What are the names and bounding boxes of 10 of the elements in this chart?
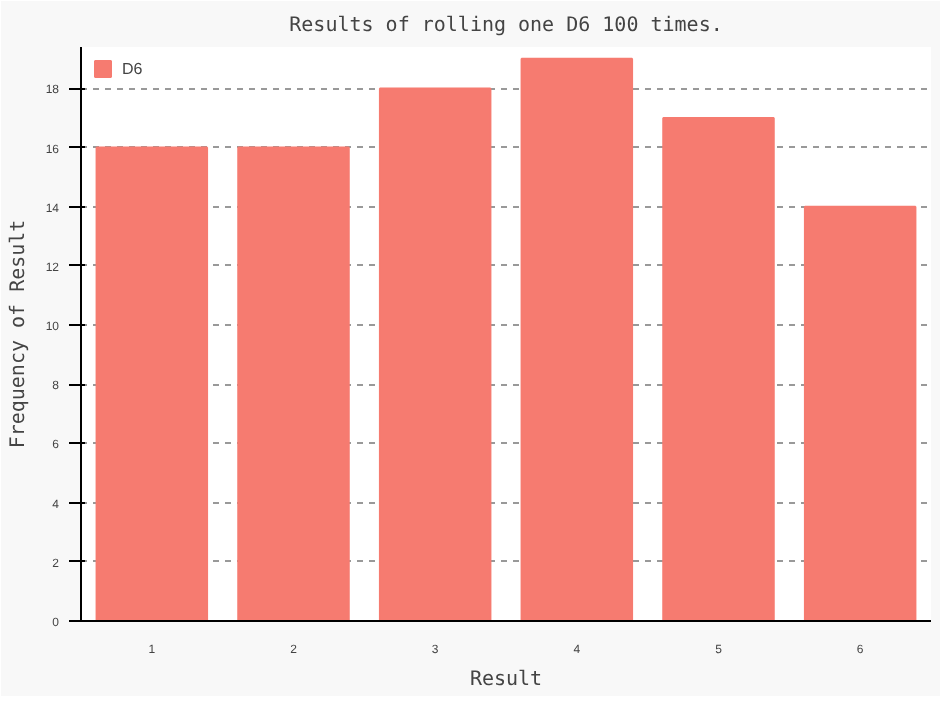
x-axis-title: Result — [469, 669, 543, 691]
bar — [803, 205, 917, 621]
legend-label: D6 — [122, 59, 145, 77]
bar — [95, 146, 209, 621]
bar — [662, 117, 775, 621]
y-axis-title: Frequency of Result — [7, 219, 30, 449]
bar — [520, 57, 634, 621]
chart-title: Results of rolling one D6 100 times. — [289, 15, 723, 37]
bar — [237, 146, 350, 621]
bar — [378, 87, 492, 621]
